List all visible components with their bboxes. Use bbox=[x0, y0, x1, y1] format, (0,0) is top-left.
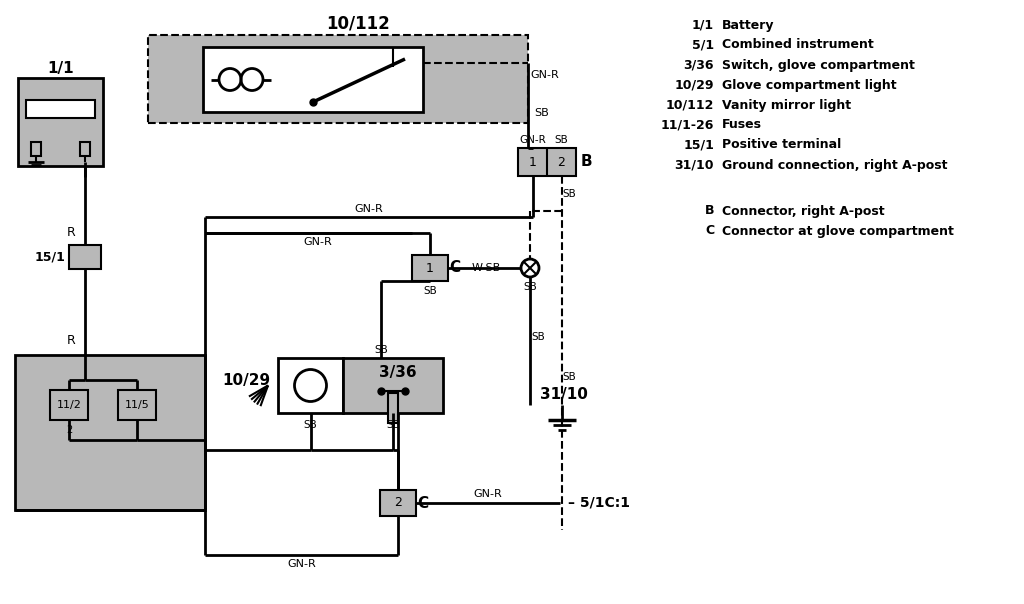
Text: 10/112: 10/112 bbox=[666, 98, 714, 112]
Text: Positive terminal: Positive terminal bbox=[722, 138, 842, 152]
Text: C: C bbox=[450, 260, 461, 275]
Bar bbox=[26, 100, 95, 118]
Bar bbox=[278, 358, 343, 413]
Text: Combined instrument: Combined instrument bbox=[722, 39, 873, 51]
Bar bbox=[31, 142, 41, 156]
Text: SB: SB bbox=[531, 332, 545, 341]
Bar bbox=[388, 393, 398, 423]
Text: Connector, right A-post: Connector, right A-post bbox=[722, 205, 885, 217]
Text: 3/36: 3/36 bbox=[683, 59, 714, 71]
Text: 2: 2 bbox=[394, 496, 402, 510]
Text: SB: SB bbox=[304, 420, 317, 430]
Text: 31/10: 31/10 bbox=[540, 388, 588, 402]
Text: 10/29: 10/29 bbox=[675, 79, 714, 91]
Bar bbox=[380, 490, 416, 516]
Text: 5/1: 5/1 bbox=[692, 39, 714, 51]
Bar bbox=[203, 47, 423, 112]
Text: GN-R: GN-R bbox=[474, 489, 503, 499]
Bar bbox=[118, 390, 156, 420]
Text: GN-R: GN-R bbox=[530, 70, 559, 80]
Text: GN-R: GN-R bbox=[354, 204, 383, 214]
Text: Battery: Battery bbox=[722, 19, 774, 31]
Text: 11/2: 11/2 bbox=[56, 400, 82, 410]
Text: 10/29: 10/29 bbox=[222, 373, 270, 388]
Text: Switch, glove compartment: Switch, glove compartment bbox=[722, 59, 914, 71]
Bar bbox=[80, 142, 90, 156]
Bar bbox=[518, 148, 575, 176]
Text: SB: SB bbox=[423, 286, 437, 296]
Text: 11/5: 11/5 bbox=[125, 400, 150, 410]
Text: 2: 2 bbox=[557, 155, 565, 169]
Text: GN-R: GN-R bbox=[519, 135, 546, 145]
Text: 1/1: 1/1 bbox=[47, 62, 74, 77]
Text: Vanity mirror light: Vanity mirror light bbox=[722, 98, 851, 112]
Bar bbox=[18, 78, 103, 166]
Text: 31/10: 31/10 bbox=[675, 158, 714, 172]
Text: 1: 1 bbox=[426, 262, 434, 274]
Text: GN-R: GN-R bbox=[287, 559, 315, 569]
Bar bbox=[69, 245, 101, 269]
Bar bbox=[412, 255, 449, 281]
Text: GN-R: GN-R bbox=[303, 237, 332, 247]
Text: C: C bbox=[705, 225, 714, 237]
Text: B: B bbox=[705, 205, 714, 217]
Text: 1: 1 bbox=[528, 155, 537, 169]
Text: SB: SB bbox=[374, 345, 388, 355]
Text: SB: SB bbox=[523, 282, 537, 292]
Text: – 5/1C:1: – 5/1C:1 bbox=[568, 496, 630, 510]
Text: C: C bbox=[418, 495, 429, 510]
Text: Ground connection, right A-post: Ground connection, right A-post bbox=[722, 158, 947, 172]
Text: B: B bbox=[581, 155, 592, 170]
Text: W-SB: W-SB bbox=[471, 263, 501, 273]
Text: 11/1-26: 11/1-26 bbox=[660, 118, 714, 132]
Text: SB: SB bbox=[562, 189, 577, 199]
Text: R: R bbox=[67, 333, 75, 347]
Bar bbox=[15, 355, 205, 510]
Text: Connector at glove compartment: Connector at glove compartment bbox=[722, 225, 954, 237]
Text: 3/36: 3/36 bbox=[379, 364, 417, 379]
Text: SB: SB bbox=[535, 109, 549, 118]
Text: 1/1: 1/1 bbox=[692, 19, 714, 31]
Bar bbox=[148, 35, 528, 123]
Text: 15/1: 15/1 bbox=[34, 251, 65, 263]
Text: Fuses: Fuses bbox=[722, 118, 762, 132]
Text: 15/1: 15/1 bbox=[683, 138, 714, 152]
Text: SB: SB bbox=[562, 372, 577, 382]
Bar bbox=[343, 358, 443, 413]
Text: 10/112: 10/112 bbox=[326, 14, 390, 32]
Text: SB: SB bbox=[555, 135, 568, 145]
Text: SB: SB bbox=[386, 420, 400, 430]
Bar bbox=[50, 390, 88, 420]
Text: R: R bbox=[67, 225, 75, 239]
Text: 2: 2 bbox=[66, 425, 72, 435]
Text: Glove compartment light: Glove compartment light bbox=[722, 79, 897, 91]
